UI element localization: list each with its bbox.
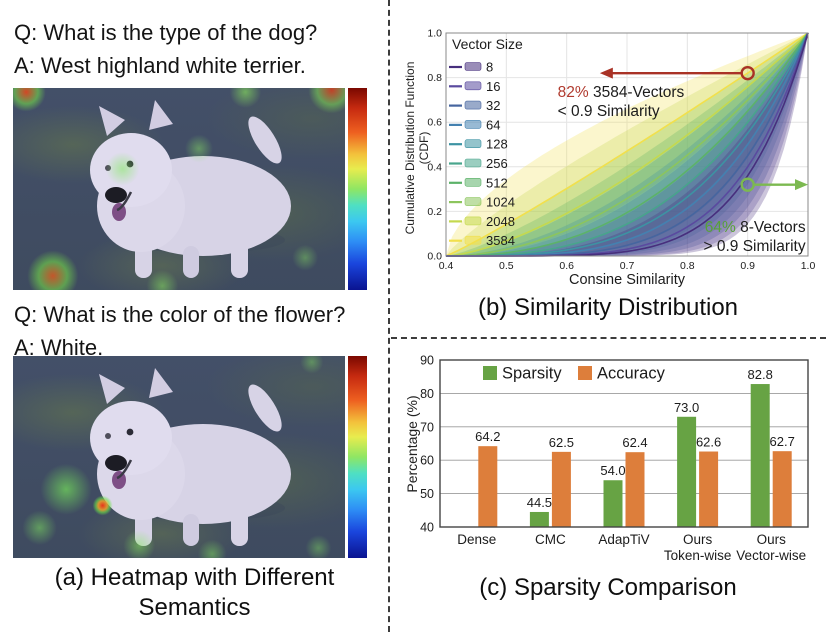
attention-heatmap-overlay xyxy=(13,88,345,290)
svg-text:Vector Size: Vector Size xyxy=(452,36,523,52)
svg-text:44.5: 44.5 xyxy=(527,495,552,510)
svg-text:CMC: CMC xyxy=(535,532,566,547)
svg-text:64: 64 xyxy=(486,117,500,132)
svg-text:512: 512 xyxy=(486,175,508,190)
category-labels: Dense CMC AdapTiV OursToken-wiseOursVector-… xyxy=(457,532,806,563)
cdf-bands xyxy=(446,33,808,256)
svg-text:80: 80 xyxy=(420,387,434,401)
plot-frame xyxy=(439,359,809,528)
vertical-dashed-divider xyxy=(388,0,390,632)
horizontal-dashed-divider xyxy=(391,337,826,339)
svg-text:AdapTiV: AdapTiV xyxy=(598,532,649,547)
svg-text:> 0.9 Similarity: > 0.9 Similarity xyxy=(704,238,806,255)
svg-text:0.0: 0.0 xyxy=(427,251,442,263)
svg-text:Accuracy: Accuracy xyxy=(597,365,666,383)
svg-text:128: 128 xyxy=(486,137,508,152)
heatmap-figure-2 xyxy=(13,356,367,558)
svg-text:64.2: 64.2 xyxy=(475,429,500,444)
svg-text:90: 90 xyxy=(420,354,434,368)
bars: 0.044.554.073.082.864.262.562.462.662.7 xyxy=(475,367,795,527)
svg-text:0.8: 0.8 xyxy=(680,260,695,272)
svg-text:Ours: Ours xyxy=(683,532,713,547)
svg-text:3584: 3584 xyxy=(486,233,515,248)
cdf-curves xyxy=(445,32,809,257)
svg-text:1024: 1024 xyxy=(486,195,515,210)
qa-block-dog-type: Q: What is the type of the dog? A: West … xyxy=(14,16,317,82)
svg-text:0.5: 0.5 xyxy=(499,260,514,272)
svg-text:62.5: 62.5 xyxy=(549,435,574,450)
svg-text:73.0: 73.0 xyxy=(674,400,699,415)
grid xyxy=(440,392,808,495)
answer-2: A: White. xyxy=(14,335,104,360)
caption-panel-c: (c) Sparsity Comparison xyxy=(479,574,737,601)
question-2: Q: What is the color of the flower? xyxy=(14,302,346,327)
question-1: Q: What is the type of the dog? xyxy=(14,20,318,45)
caption-a-line1: (a) Heatmap with Different xyxy=(54,564,335,591)
svg-text:Dense: Dense xyxy=(457,532,496,547)
colorbar-2 xyxy=(348,356,367,558)
svg-text:62.6: 62.6 xyxy=(696,435,721,450)
svg-text:Vector-wise: Vector-wise xyxy=(736,548,806,563)
answer-1: A: West highland white terrier. xyxy=(14,53,306,78)
similarity-distribution-chart: 0.4 0.5 0.6 0.7 0.8 0.9 1.0 0.0 0.2 0.4 0.6 0.8 1.0 C… xyxy=(427,28,815,288)
svg-text:0.9: 0.9 xyxy=(740,260,755,272)
svg-text:50: 50 xyxy=(420,487,434,501)
bar-y-axis-label: Percentage (%) xyxy=(404,395,420,493)
cdf-y-axis-label: Cumulative Distribution Function (CDF) xyxy=(403,61,431,235)
colorbar-1 xyxy=(348,88,367,290)
svg-text:0.2: 0.2 xyxy=(427,206,442,218)
svg-text:Sparsity: Sparsity xyxy=(502,365,562,383)
svg-text:60: 60 xyxy=(420,454,434,468)
svg-text:0.6: 0.6 xyxy=(427,117,442,129)
svg-text:256: 256 xyxy=(486,156,508,171)
svg-text:62.7: 62.7 xyxy=(770,434,795,449)
qa-block-flower-color: Q: What is the color of the flower? A: W… xyxy=(14,298,345,364)
svg-text:82.8: 82.8 xyxy=(748,367,773,382)
svg-text:0.8: 0.8 xyxy=(427,72,442,84)
svg-text:Ours: Ours xyxy=(757,532,787,547)
svg-text:0.7: 0.7 xyxy=(620,260,635,272)
caption-panel-a: (a) Heatmap with Different Semantics xyxy=(0,563,389,623)
sparsity-comparison-chart: 0.044.554.073.082.864.262.562.462.662.74… xyxy=(420,354,809,563)
x-axis-label: Consine Similarity xyxy=(569,272,686,287)
heatmap-image-dog-type xyxy=(13,88,345,290)
svg-text:40: 40 xyxy=(420,521,434,535)
heatmap-image-flower-color xyxy=(13,356,345,558)
caption-a-line2: Semantics xyxy=(138,594,251,621)
attention-heatmap-overlay xyxy=(13,356,345,558)
legend: Sparsity Accuracy xyxy=(483,365,666,383)
axis-ticks: 0.4 0.5 0.6 0.7 0.8 0.9 1.0 0.0 0.2 0.4 0.6 0.8 1.0 xyxy=(427,28,815,273)
svg-text:< 0.9 Similarity: < 0.9 Similarity xyxy=(558,103,660,120)
svg-text:16: 16 xyxy=(486,79,500,94)
svg-text:0.4: 0.4 xyxy=(439,260,454,272)
svg-text:2048: 2048 xyxy=(486,214,515,229)
annotations: 82% 3584-Vectors < 0.9 Similarity 64% 8-Ve… xyxy=(558,65,808,255)
svg-text:1.0: 1.0 xyxy=(427,28,442,40)
svg-text:0.6: 0.6 xyxy=(559,260,574,272)
heatmap-figure-1 xyxy=(13,88,367,290)
svg-text:0.4: 0.4 xyxy=(427,161,442,173)
svg-text:54.0: 54.0 xyxy=(600,463,625,478)
svg-text:62.4: 62.4 xyxy=(622,435,647,450)
svg-text:64% 8-Vectors: 64% 8-Vectors xyxy=(705,219,806,236)
plot-frame xyxy=(445,32,809,257)
caption-panel-b: (b) Similarity Distribution xyxy=(477,294,739,321)
svg-text:Token-wise: Token-wise xyxy=(664,548,732,563)
axis-ticks: 40 50 60 70 80 90 xyxy=(420,354,434,535)
svg-text:82% 3584-Vectors: 82% 3584-Vectors xyxy=(558,84,685,101)
legend: Vector Size 8 16 32 64 128 256 512 1024 2048 3584 xyxy=(449,36,523,248)
svg-text:70: 70 xyxy=(420,420,434,434)
svg-text:1.0: 1.0 xyxy=(801,260,816,272)
svg-text:32: 32 xyxy=(486,98,500,113)
svg-text:8: 8 xyxy=(486,60,493,75)
